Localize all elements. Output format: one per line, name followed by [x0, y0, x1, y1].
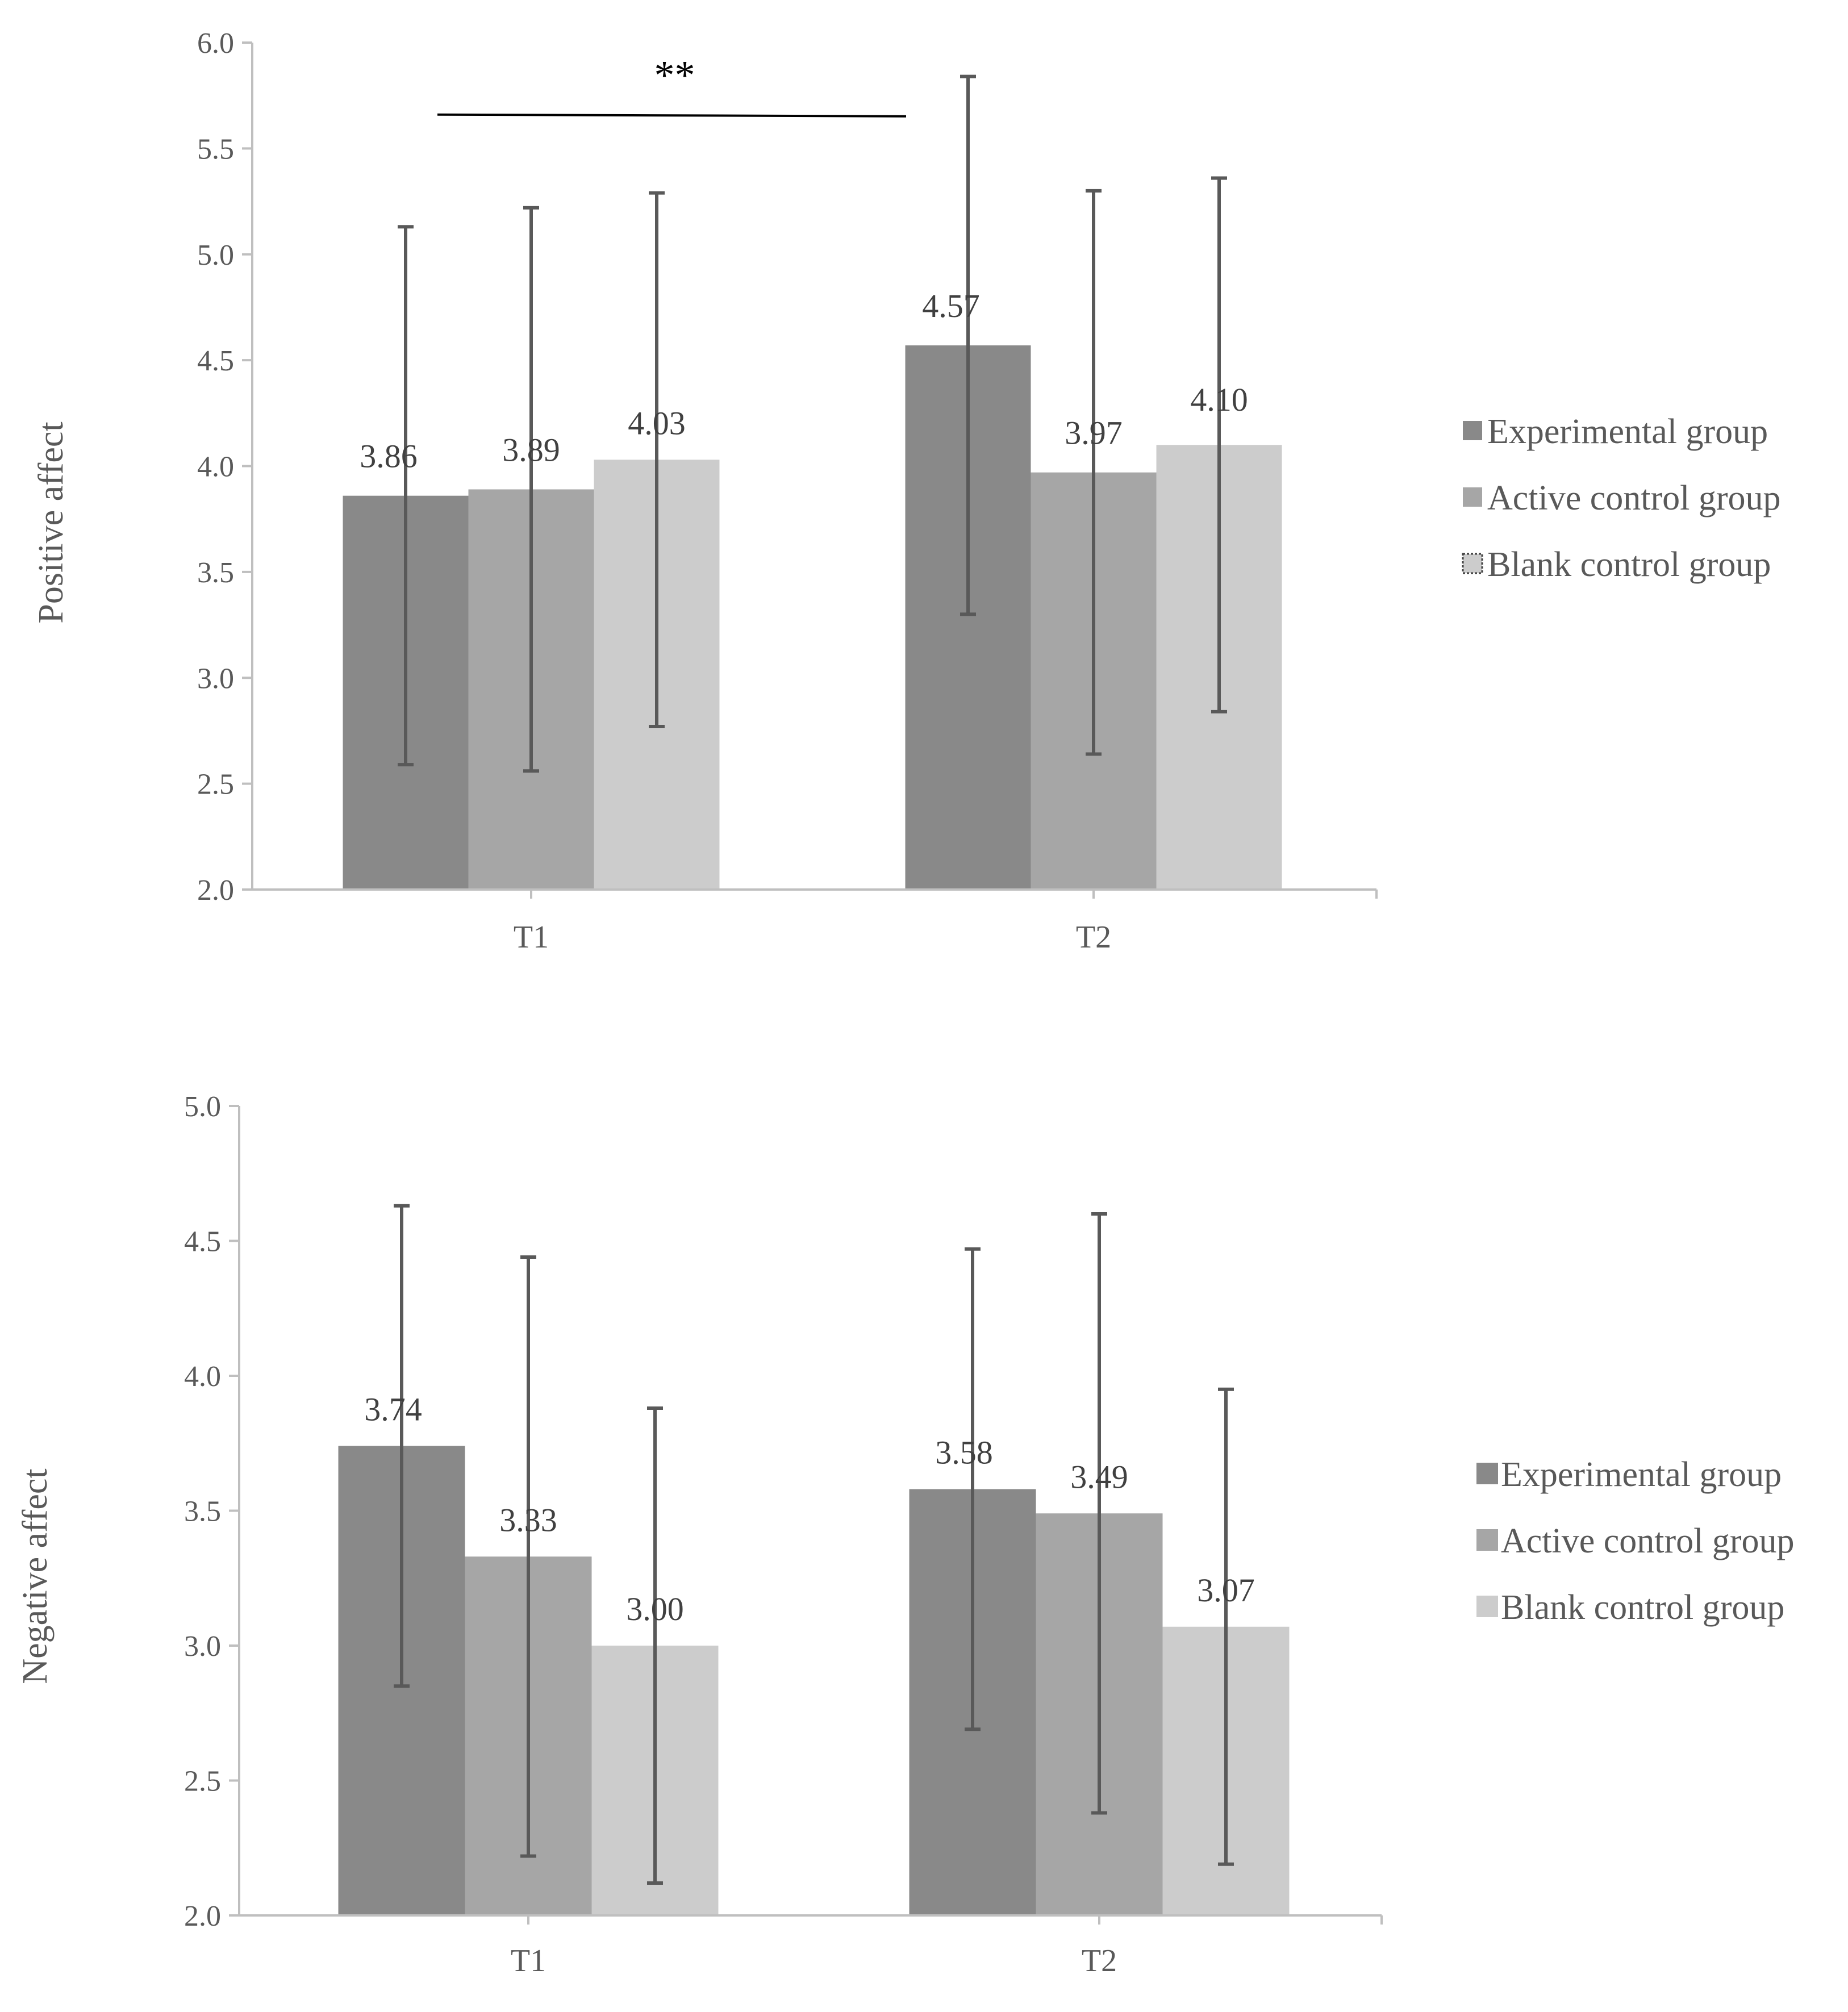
- legend-swatch: [1463, 487, 1482, 507]
- data-label: 3.89: [502, 432, 560, 469]
- y-tick-label: 5.5: [197, 133, 234, 165]
- x-tick-label: T2: [1082, 1943, 1117, 1978]
- y-tick-label: 4.0: [184, 1360, 221, 1393]
- y-tick-label: 3.0: [184, 1630, 221, 1663]
- positive-affect-chart: 2.0 2.5 3.0 3.5 4.0 4.5 5.0 5.5 6.0 3.86 4.57 3.89 3…: [32, 27, 1781, 955]
- y-tick-label: 5.0: [184, 1091, 221, 1123]
- y-tick-label: 3.5: [184, 1496, 221, 1528]
- legend-swatch: [1463, 421, 1482, 440]
- legend-swatch: [1476, 1463, 1498, 1484]
- significance-bracket: [437, 113, 907, 118]
- significance-label: **: [654, 53, 695, 98]
- y-axis-title: Negative affect: [16, 1468, 55, 1684]
- y-tick-label: 3.5: [197, 557, 234, 589]
- y-axis-title: Positive affect: [32, 421, 70, 623]
- y-tick-label: 4.5: [184, 1226, 221, 1258]
- legend-label: Experimental group: [1487, 412, 1768, 451]
- data-label: 4.57: [922, 287, 980, 324]
- legend-swatch: [1462, 553, 1483, 574]
- data-label: 4.10: [1190, 381, 1248, 418]
- negative-affect-chart: 2.0 2.5 3.0 3.5 4.0 4.5 5.0 3.74 3.58 3.33 3.49 3.0…: [16, 1091, 1795, 1978]
- legend-label: Active control group: [1501, 1522, 1795, 1560]
- data-label: 3.49: [1070, 1458, 1128, 1495]
- y-tick-label: 3.0: [197, 662, 234, 695]
- y-tick-label: 4.5: [197, 345, 234, 377]
- legend-swatch: [1476, 1529, 1498, 1551]
- data-label: 3.33: [499, 1501, 557, 1538]
- legend-swatch: [1476, 1596, 1498, 1617]
- legend-label: Active control group: [1487, 479, 1781, 517]
- data-label: 3.97: [1065, 415, 1123, 452]
- y-tick-label: 2.5: [197, 769, 234, 801]
- x-tick-label: T2: [1076, 920, 1111, 955]
- legend-label: Blank control group: [1501, 1588, 1784, 1627]
- x-tick-label: T1: [511, 1943, 546, 1978]
- y-tick-label: 2.5: [184, 1765, 221, 1798]
- data-label: 4.03: [628, 404, 686, 441]
- y-tick-label: 2.0: [184, 1900, 221, 1932]
- data-label: 3.74: [364, 1391, 422, 1428]
- data-label: 3.58: [935, 1434, 993, 1471]
- data-label: 3.00: [626, 1591, 684, 1627]
- y-tick-label: 6.0: [197, 27, 234, 60]
- y-tick-label: 4.0: [197, 451, 234, 483]
- y-tick-label: 5.0: [197, 239, 234, 272]
- data-label: 3.07: [1197, 1572, 1255, 1609]
- legend-label: Experimental group: [1501, 1455, 1782, 1494]
- x-tick-label: T1: [514, 920, 549, 955]
- y-tick-label: 2.0: [197, 874, 234, 907]
- data-label: 3.86: [360, 438, 418, 475]
- legend-label: Blank control group: [1487, 545, 1771, 584]
